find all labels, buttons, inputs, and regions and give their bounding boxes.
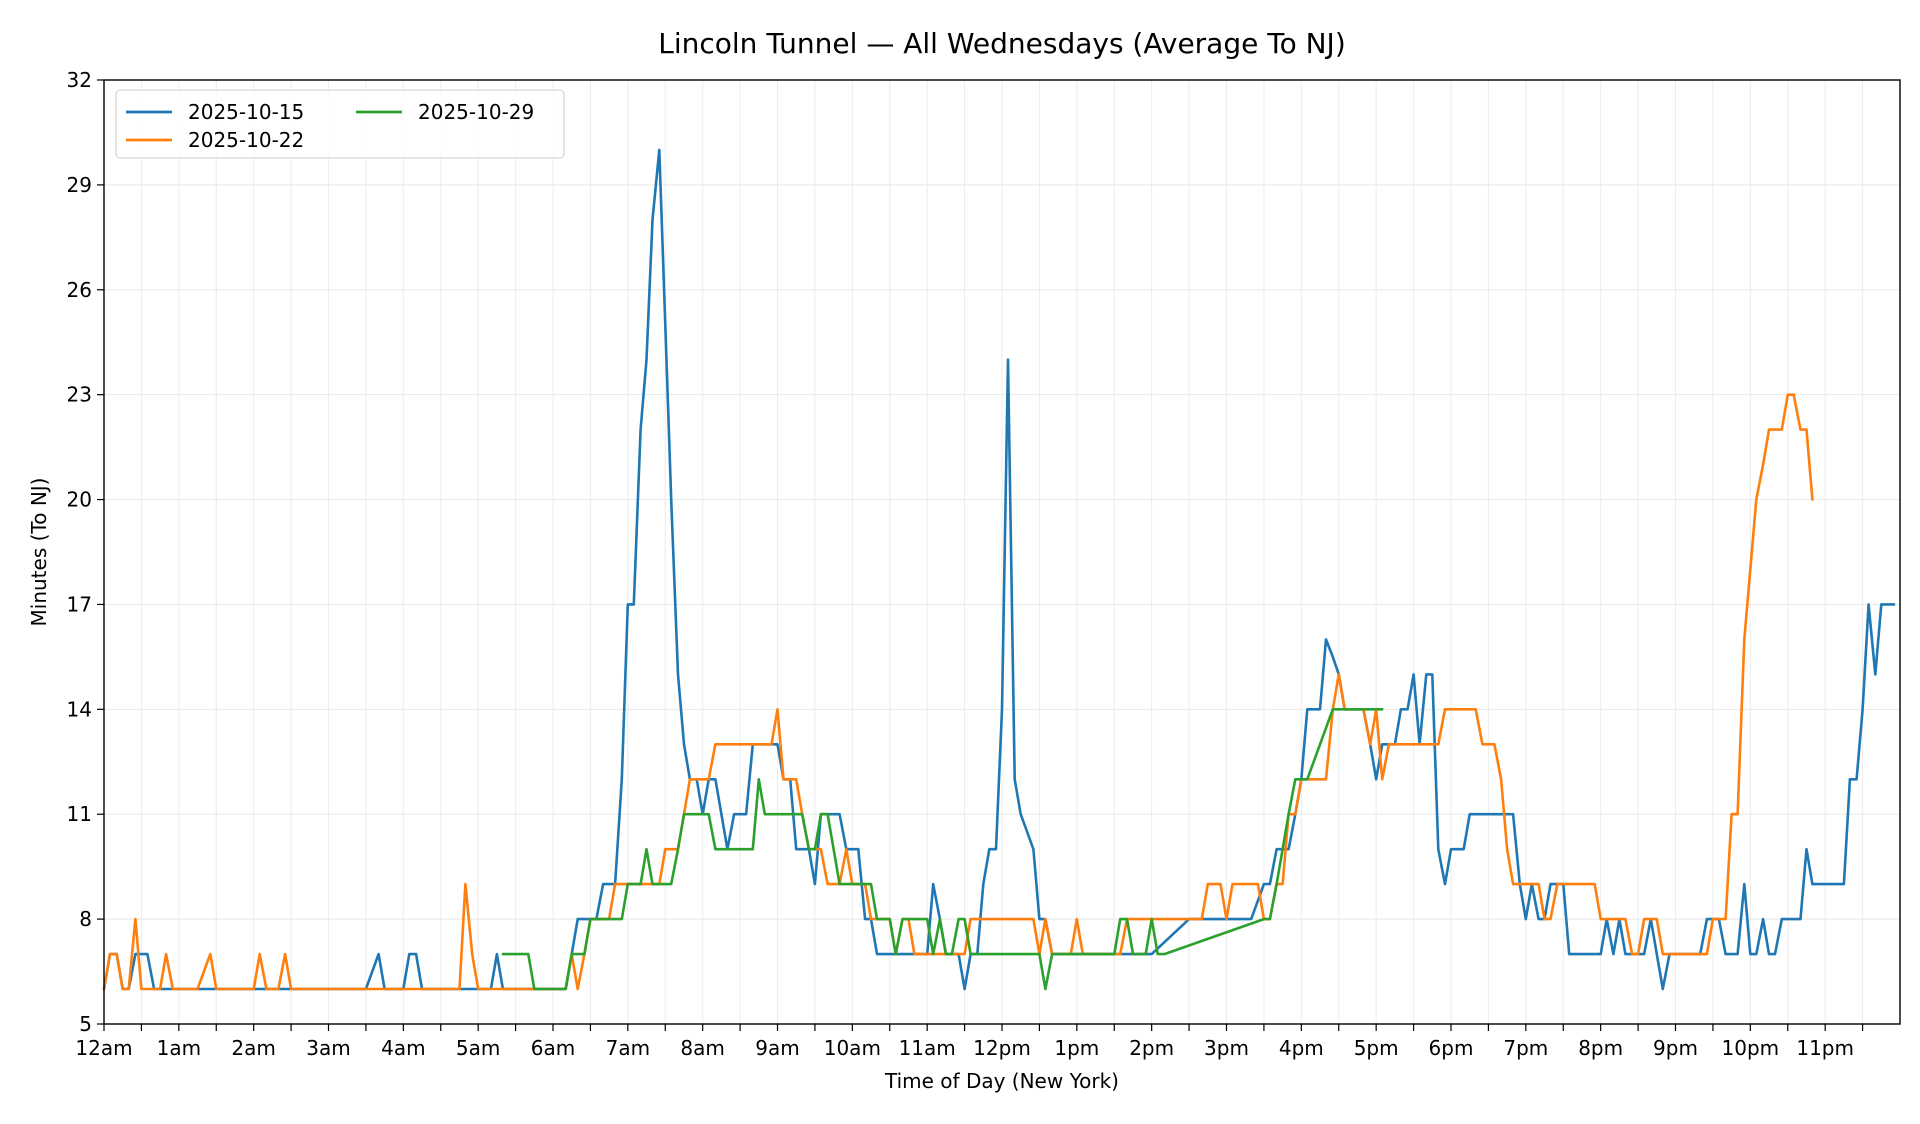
x-tick-label: 9am <box>755 1036 799 1060</box>
x-tick-label: 12pm <box>973 1036 1031 1060</box>
y-tick-label: 26 <box>67 278 92 302</box>
x-tick-label: 10am <box>824 1036 881 1060</box>
y-tick-label: 5 <box>79 1012 92 1036</box>
legend-label: 2025-10-22 <box>188 128 304 152</box>
x-tick-label: 3am <box>306 1036 350 1060</box>
legend: 2025-10-15 2025-10-22 2025-10-29 <box>115 89 565 159</box>
axis-ticks: 5 8 11 14 17 20 23 26 29 32 12am 1am 2am 3am 4am 5am 6am… <box>67 68 1864 1060</box>
y-tick-label: 20 <box>67 488 92 512</box>
y-axis-label: Minutes (To NJ) <box>27 478 51 627</box>
legend-label: 2025-10-15 <box>188 100 304 124</box>
legend-box <box>115 89 565 159</box>
legend-label: 2025-10-29 <box>418 100 534 124</box>
x-tick-label: 2pm <box>1129 1036 1174 1060</box>
x-tick-label: 8pm <box>1578 1036 1623 1060</box>
x-tick-label: 10pm <box>1722 1036 1780 1060</box>
x-tick-label: 9pm <box>1653 1036 1698 1060</box>
x-tick-label: 3pm <box>1204 1036 1249 1060</box>
series-lines <box>102 148 1896 991</box>
x-tick-label: 5pm <box>1354 1036 1399 1060</box>
x-tick-label: 4pm <box>1279 1036 1324 1060</box>
x-tick-label: 1am <box>157 1036 201 1060</box>
x-tick-label: 4am <box>381 1036 425 1060</box>
x-tick-label: 7pm <box>1503 1036 1548 1060</box>
series-line-2025-10-15 <box>102 148 1896 991</box>
chart-title: Lincoln Tunnel — All Wednesdays (Average… <box>658 27 1346 60</box>
x-tick-label: 12am <box>75 1036 132 1060</box>
y-tick-label: 8 <box>79 907 92 931</box>
y-tick-label: 11 <box>67 802 92 826</box>
y-tick-label: 14 <box>67 697 92 721</box>
x-tick-label: 8am <box>680 1036 724 1060</box>
series-line-2025-10-29 <box>501 707 1384 991</box>
x-tick-label: 11pm <box>1796 1036 1854 1060</box>
x-tick-label: 5am <box>456 1036 500 1060</box>
x-axis-label: Time of Day (New York) <box>884 1069 1119 1093</box>
x-tick-label: 11am <box>899 1036 956 1060</box>
y-tick-label: 29 <box>67 173 92 197</box>
x-tick-label: 2am <box>231 1036 275 1060</box>
x-tick-label: 6pm <box>1429 1036 1474 1060</box>
x-tick-label: 6am <box>531 1036 575 1060</box>
y-tick-label: 17 <box>67 592 92 616</box>
x-tick-label: 1pm <box>1054 1036 1099 1060</box>
x-tick-label: 7am <box>606 1036 650 1060</box>
y-tick-label: 23 <box>67 383 92 407</box>
y-tick-label: 32 <box>67 68 92 92</box>
